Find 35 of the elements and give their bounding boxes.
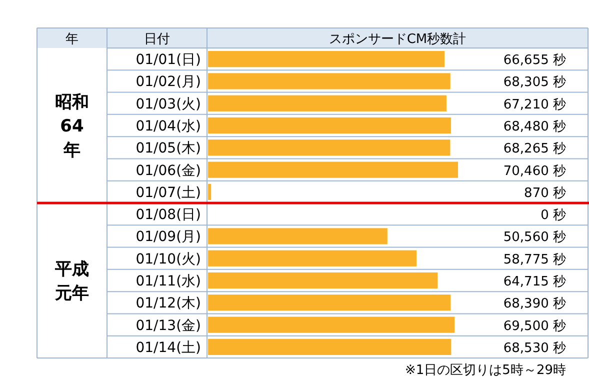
- text: 年: [66, 32, 78, 47]
- y-tick-label: 01/07(土): [136, 184, 201, 201]
- data-label: 67,210 秒: [503, 97, 566, 112]
- y-tick-label: 01/12(木): [136, 296, 201, 312]
- y-tick-label: 01/04(水): [136, 118, 201, 134]
- data-label: 69,500 秒: [503, 318, 566, 334]
- data-label: 0 秒: [540, 208, 566, 224]
- text: 昭和64: [55, 92, 89, 136]
- y-tick-label: 01/01(日): [136, 52, 201, 68]
- text: ※1日の区切りは5時～29時: [405, 363, 566, 378]
- y-tick-label: 01/14(土): [136, 340, 201, 356]
- y-tick-label: 01/11(水): [136, 274, 201, 290]
- data-label: 68,480 秒: [503, 120, 566, 134]
- data-label: 64,715 秒: [503, 274, 566, 290]
- text: 平成元年: [54, 260, 89, 304]
- y-tick-label: 01/10(火): [136, 251, 201, 268]
- data-label: 66,655 秒: [503, 53, 566, 68]
- y-tick-label: 01/08(日): [136, 207, 201, 224]
- data-label: 68,305 秒: [503, 75, 566, 90]
- x-axis-title: スポンサードCM秒数計: [328, 32, 466, 47]
- data-label: 50,560 秒: [503, 230, 566, 246]
- data-label: 70,460 秒: [503, 164, 566, 179]
- data-label: 870 秒: [524, 186, 566, 201]
- data-label: 58,775 秒: [503, 252, 566, 268]
- data-label: 68,530 秒: [503, 340, 566, 356]
- data-label: 68,390 秒: [503, 296, 566, 312]
- y-tick-label: 01/02(月): [136, 74, 201, 90]
- y-tick-label: 01/13(金): [136, 318, 201, 334]
- text: 年: [62, 140, 80, 160]
- y-tick-label: 01/03(火): [136, 96, 201, 112]
- y-tick-label: 01/05(木): [136, 140, 201, 157]
- y-tick-label: 01/06(金): [136, 162, 201, 179]
- y-tick-label: 01/09(月): [136, 229, 201, 246]
- y-axis-title: 日付: [144, 32, 170, 47]
- data-label: 68,265 秒: [503, 142, 566, 157]
